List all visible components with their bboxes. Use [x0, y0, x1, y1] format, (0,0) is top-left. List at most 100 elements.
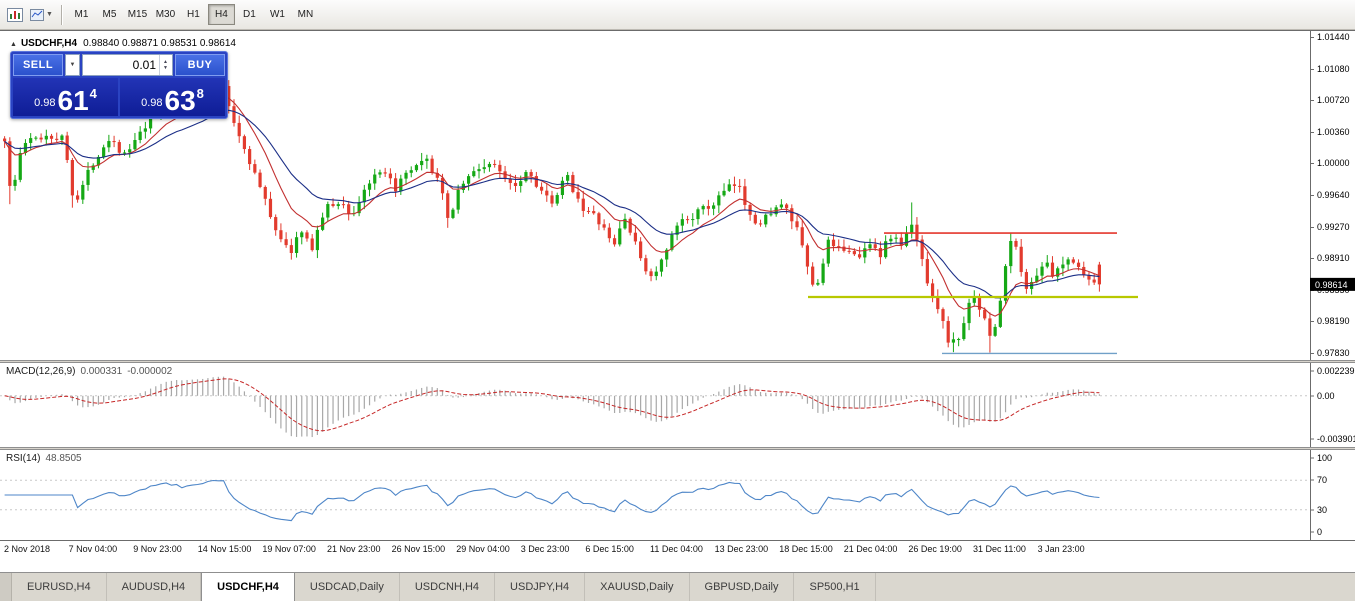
candlestick-chart-icon [7, 7, 23, 22]
chart-tab-usdjpy[interactable]: USDJPY,H4 [495, 573, 586, 601]
sell-button[interactable]: SELL [13, 54, 63, 76]
main-chart-panel: 1.01440 1.01080 1.00720 1.00360 1.00000 0.996… [0, 30, 1355, 360]
svg-text:0.99640: 0.99640 [1317, 190, 1350, 200]
panel-divider[interactable] [0, 447, 1355, 450]
buy-button[interactable]: BUY [175, 54, 225, 76]
timeframe-button-m15[interactable]: M15 [124, 4, 151, 25]
timeframe-button-w1[interactable]: W1 [264, 4, 291, 25]
chart-ohlc-values: 0.98840 0.98871 0.98531 0.98614 [83, 38, 236, 49]
time-axis-label: 31 Dec 11:00 [973, 544, 1026, 554]
collapse-panel-icon[interactable]: ▲ [10, 41, 17, 48]
volume-input[interactable]: 0.01 ▲ ▼ [82, 54, 173, 76]
timeframe-button-h1[interactable]: H1 [180, 4, 207, 25]
chart-tab-audusd[interactable]: AUDUSD,H4 [107, 573, 202, 601]
toolbar: ▼ M1 M5 M15 M30 H1 H4 D1 W1 MN [0, 0, 1355, 30]
time-axis-label: 18 Dec 15:00 [779, 544, 833, 554]
chart-tab-usdcnh[interactable]: USDCNH,H4 [400, 573, 496, 601]
chart-tab-usdchf[interactable]: USDCHF,H4 [201, 572, 295, 601]
svg-text:70: 70 [1317, 475, 1327, 485]
time-axis[interactable]: 2 Nov 2018 7 Nov 04:00 9 Nov 23:00 14 Nov 1… [0, 540, 1355, 559]
chart-window-icon[interactable] [3, 4, 27, 26]
time-axis-label: 13 Dec 23:00 [714, 544, 769, 554]
timeframe-button-m30[interactable]: M30 [152, 4, 179, 25]
chevron-down-icon: ▼ [46, 10, 53, 18]
buy-price-pip: 8 [196, 86, 204, 101]
toolbar-separator [60, 4, 63, 25]
svg-text:0.002239: 0.002239 [1317, 366, 1355, 376]
time-axis-label: 3 Dec 23:00 [520, 544, 570, 554]
time-axis-label: 9 Nov 23:00 [133, 544, 182, 554]
svg-text:30: 30 [1317, 505, 1327, 515]
time-axis-label: 2 Nov 2018 [4, 544, 51, 554]
svg-text:0.98614: 0.98614 [1315, 280, 1348, 290]
time-axis-label: 26 Dec 19:00 [908, 544, 962, 554]
sell-price-display[interactable]: 0.98 61 4 [13, 78, 118, 116]
svg-text:-0.003901: -0.003901 [1317, 434, 1355, 444]
macd-main-value: 0.000331 [80, 366, 123, 377]
rsi-canvas[interactable]: 100 70 30 0 [0, 450, 1355, 540]
rsi-value: 48.8505 [45, 453, 82, 464]
timeframe-toolbar: M1 M5 M15 M30 H1 H4 D1 W1 MN [68, 4, 319, 25]
macd-scale[interactable]: 0.002239 0.00 -0.003901 [1310, 366, 1355, 444]
level-lines [808, 232, 1138, 355]
timeframe-button-m1[interactable]: M1 [68, 4, 95, 25]
volume-dropdown-button[interactable]: ▼ [65, 54, 80, 76]
sell-price-prefix: 0.98 [34, 97, 56, 109]
svg-text:0: 0 [1317, 527, 1322, 537]
chart-tab-usdcad[interactable]: USDCAD,Daily [295, 573, 400, 601]
current-price-badge: 0.98614 [1310, 277, 1355, 291]
price-scale[interactable]: 1.01440 1.01080 1.00720 1.00360 1.00000 0.996… [1310, 31, 1350, 360]
macd-canvas[interactable]: 0.002239 0.00 -0.003901 [0, 363, 1355, 447]
tab-list: EURUSD,H4 AUDUSD,H4 USDCHF,H4 USDCAD,Daily U… [12, 572, 876, 601]
time-axis-label: 3 Jan 23:00 [1037, 544, 1085, 554]
chart-tab-bar: EURUSD,H4 AUDUSD,H4 USDCHF,H4 USDCAD,Daily U… [0, 572, 1355, 601]
timeframe-button-m5[interactable]: M5 [96, 4, 123, 25]
spinner-down-icon[interactable]: ▼ [163, 65, 168, 71]
buy-price-prefix: 0.98 [141, 97, 163, 109]
time-axis-label: 19 Nov 07:00 [262, 544, 316, 554]
volume-spinner[interactable]: ▲ ▼ [159, 55, 171, 75]
svg-text:1.00360: 1.00360 [1317, 127, 1350, 137]
time-axis-label: 21 Nov 23:00 [327, 544, 381, 554]
macd-signal-line [4, 378, 1100, 432]
svg-text:0.99270: 0.99270 [1317, 222, 1350, 232]
time-axis-label: 7 Nov 04:00 [68, 544, 118, 554]
timeframe-button-mn[interactable]: MN [292, 4, 319, 25]
tab-scroll-button[interactable] [0, 573, 12, 601]
rsi-scale[interactable]: 100 70 30 0 [1310, 453, 1332, 537]
timeframe-button-d1[interactable]: D1 [236, 4, 263, 25]
chart-tab-xauusd[interactable]: XAUUSD,Daily [585, 573, 690, 601]
time-axis-label: 21 Dec 04:00 [843, 544, 898, 554]
svg-text:0.00: 0.00 [1317, 391, 1335, 401]
chart-templates-button[interactable]: ▼ [27, 4, 56, 26]
time-axis-label: 26 Nov 15:00 [391, 544, 446, 554]
svg-text:1.00720: 1.00720 [1317, 95, 1350, 105]
panel-divider[interactable] [0, 360, 1355, 363]
timeframe-button-h4[interactable]: H4 [207, 4, 235, 25]
buy-price-display[interactable]: 0.98 63 8 [120, 78, 225, 116]
macd-histogram [9, 376, 1100, 438]
rsi-label: RSI(14) 48.8505 [6, 453, 82, 464]
volume-value: 0.01 [132, 58, 156, 72]
spinner-up-icon[interactable]: ▲ [163, 59, 168, 65]
line-chart-icon [30, 8, 44, 21]
macd-panel: 0.002239 0.00 -0.003901 MACD(12,26,9) 0.000… [0, 363, 1355, 447]
svg-text:0.98910: 0.98910 [1317, 253, 1350, 263]
svg-text:100: 100 [1317, 453, 1332, 463]
chart-tab-eurusd[interactable]: EURUSD,H4 [12, 573, 107, 601]
macd-signal-value: -0.000002 [127, 366, 173, 377]
svg-text:0.97830: 0.97830 [1317, 348, 1350, 358]
rsi-title: RSI(14) [6, 453, 41, 464]
chart-tab-sp500[interactable]: SP500,H1 [794, 573, 876, 601]
candles[interactable] [3, 80, 1101, 353]
chart-tab-gbpusd[interactable]: GBPUSD,Daily [690, 573, 795, 601]
chart-header: ▲ USDCHF,H4 0.98840 0.98871 0.98531 0.9861… [10, 38, 236, 49]
macd-label: MACD(12,26,9) 0.000331 -0.000002 [6, 366, 172, 377]
sell-price-big: 61 [57, 85, 89, 116]
time-axis-label: 29 Nov 04:00 [456, 544, 510, 554]
svg-text:0.98190: 0.98190 [1317, 316, 1350, 326]
time-axis-label: 14 Nov 15:00 [197, 544, 252, 554]
time-axis-label: 6 Dec 15:00 [585, 544, 634, 554]
price-chart-canvas[interactable]: 1.01440 1.01080 1.00720 1.00360 1.00000 0.996… [0, 31, 1355, 360]
